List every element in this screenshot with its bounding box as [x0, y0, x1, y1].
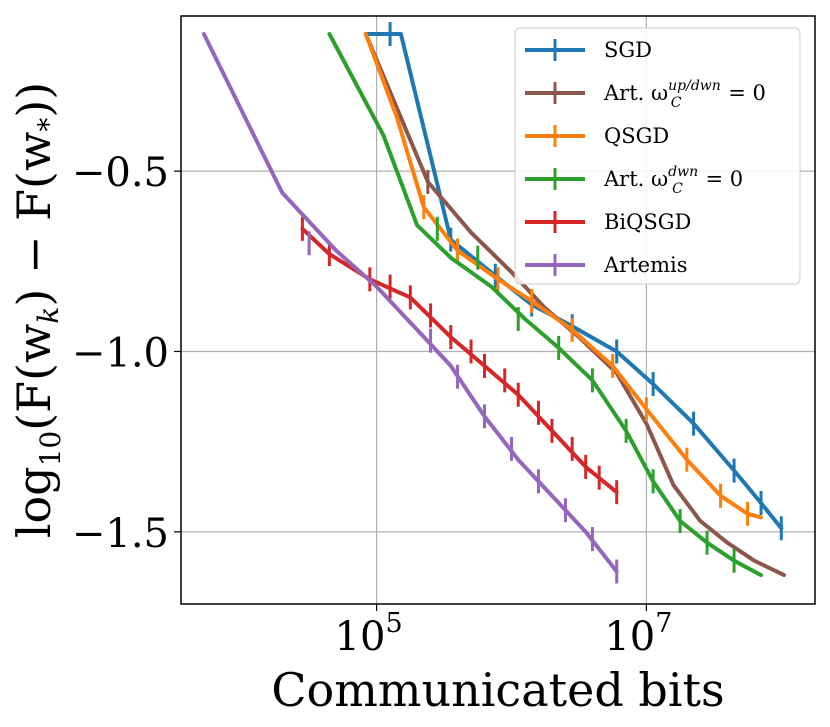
- y-tick-label: −1.5: [72, 511, 169, 557]
- x-axis-label: Communicated bits: [271, 663, 724, 717]
- legend-label-sgd: SGD: [604, 38, 652, 62]
- plot-frame: [180, 15, 816, 605]
- legend-label-art-dwn: Art. ωdwn C = 0: [603, 164, 743, 197]
- series-line-artemis: [201, 32, 619, 574]
- x-ticks: 105 107: [335, 604, 672, 660]
- legend-label-qsgd: QSGD: [604, 124, 669, 148]
- y-tick-label: −1.0: [72, 330, 169, 376]
- series-line-sgd: [363, 32, 784, 531]
- y-tick-label: −0.5: [72, 150, 169, 196]
- x-tick-label: 107: [604, 608, 672, 660]
- legend: SGD Art. ωup/dwn C = 0 QSGD Art. ωdwn C = 0 Bi…: [514, 27, 801, 285]
- series-line-art-dwn: [327, 32, 763, 578]
- x-tick-label: 105: [335, 608, 403, 660]
- legend-label-art-up-dwn: Art. ωup/dwn C = 0: [603, 78, 766, 111]
- series-line-biqsgd: [300, 226, 619, 495]
- legend-box: [514, 27, 801, 285]
- legend-label-biqsgd: BiQSGD: [604, 210, 691, 234]
- y-axis-label: log10(F(wk) − F(w*)): [7, 82, 67, 539]
- series-lines: [201, 22, 786, 584]
- legend-label-artemis: Artemis: [603, 253, 687, 277]
- y-ticks: −0.5 −1.0 −1.5: [72, 150, 181, 557]
